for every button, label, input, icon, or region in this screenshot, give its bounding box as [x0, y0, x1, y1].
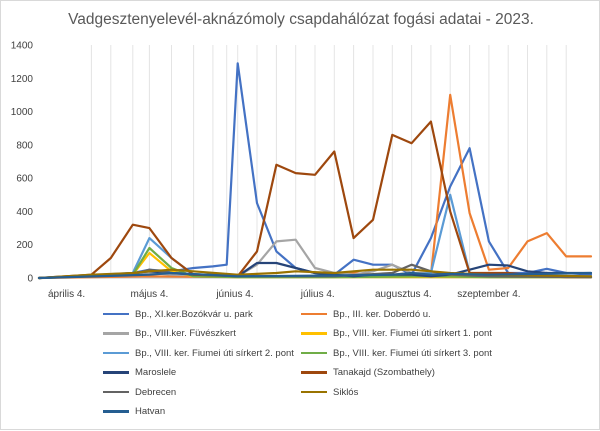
- series-line-6: [37, 246, 593, 280]
- legend-item: Bp., III. ker. Doberdó u.: [301, 306, 431, 322]
- legend-swatch: [103, 410, 129, 413]
- legend-label: Tanakajd (Szombathely): [333, 367, 435, 378]
- chart-title: Vadgesztenyelevél-aknázómoly csapdahálóz…: [68, 11, 534, 28]
- legend-swatch: [103, 390, 129, 394]
- series-line-9: [37, 263, 593, 280]
- legend-swatch: [103, 332, 129, 335]
- legend-label: Bp., VIII. ker. Fiumei úti sírkert 2. po…: [135, 347, 294, 359]
- legend-swatch: [103, 351, 129, 355]
- y-tick-label: 1000: [11, 107, 34, 118]
- legend-item: Tanakajd (Szombathely): [301, 365, 435, 381]
- x-tick-label: augusztus 4.: [375, 289, 432, 300]
- legend-item: Bp., VIII. ker. Fiumei úti sírkert 2. po…: [103, 345, 294, 361]
- legend-item: Bp., VIII.ker. Füvészkert: [103, 326, 236, 342]
- y-tick-label: 800: [16, 140, 33, 151]
- legend-swatch: [103, 371, 129, 374]
- chart-legend: Bp., XI.ker.Bozókvár u. park Bp., III. ke…: [1, 303, 600, 429]
- legend-label: Bp., VIII. ker. Fiumei úti sírkert 3. po…: [333, 347, 492, 359]
- legend-swatch: [301, 371, 327, 374]
- legend-item: Bp., XI.ker.Bozókvár u. park: [103, 306, 253, 322]
- series-line-8: [37, 120, 593, 280]
- legend-item: Bp., VIII. ker. Fiumei úti sírkert 3. po…: [301, 345, 492, 361]
- series-line-11: [37, 271, 593, 280]
- legend-item: Debrecen: [103, 384, 176, 400]
- legend-label: Hatvan: [135, 406, 166, 417]
- legend-swatch: [301, 390, 327, 394]
- legend-label: Siklós: [333, 386, 359, 398]
- legend-label: Bp., XI.ker.Bozókvár u. park: [135, 308, 253, 320]
- legend-label: Debrecen: [135, 386, 177, 398]
- x-tick-label: május 4.: [131, 289, 169, 300]
- legend-swatch: [103, 312, 129, 316]
- legend-item: Maroslele: [103, 365, 176, 381]
- legend-item: Hatvan: [103, 404, 165, 420]
- y-tick-label: 200: [16, 240, 33, 251]
- legend-label: Maroslele: [135, 367, 177, 378]
- legend-swatch: [301, 312, 327, 316]
- y-tick-label: 600: [16, 174, 33, 185]
- y-tick-label: 1200: [11, 74, 34, 85]
- legend-item: Siklós: [301, 384, 358, 400]
- y-tick-label: 400: [16, 207, 33, 218]
- series-line-10: [37, 268, 593, 280]
- legend-item: Bp., VIII. ker. Fiumei úti sírkert 1. po…: [301, 326, 492, 342]
- x-tick-label: szeptember 4.: [457, 289, 520, 300]
- x-tick-label: április 4.: [48, 289, 85, 300]
- y-tick-label: 0: [27, 274, 33, 285]
- x-tick-label: július 4.: [300, 289, 335, 300]
- y-tick-label: 1400: [11, 41, 34, 52]
- legend-label: Bp., III. ker. Doberdó u.: [333, 308, 431, 320]
- legend-label: Bp., VIII.ker. Füvészkert: [135, 328, 236, 339]
- legend-swatch: [301, 332, 327, 335]
- legend-swatch: [301, 351, 327, 355]
- x-tick-label: június 4.: [215, 289, 253, 300]
- legend-label: Bp., VIII. ker. Fiumei úti sírkert 1. po…: [333, 328, 492, 339]
